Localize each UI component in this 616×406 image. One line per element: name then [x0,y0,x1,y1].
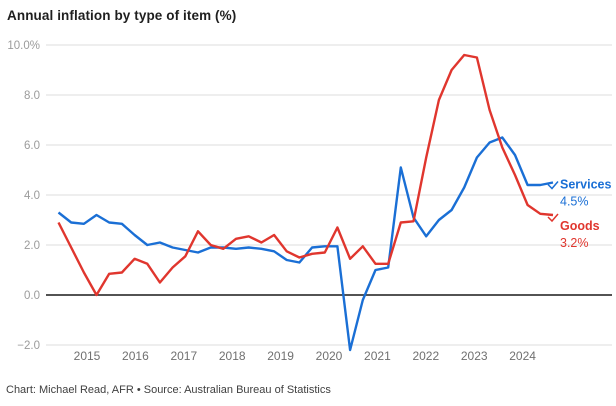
x-axis-tick-label: 2022 [412,349,439,363]
chart-caption: Chart: Michael Read, AFR • Source: Austr… [6,384,331,396]
goods-series-label: Goods [560,219,600,233]
x-axis-tick-label: 2017 [170,349,197,363]
services-label-connector [547,181,559,190]
x-axis-tick-label: 2015 [74,349,101,363]
y-axis-tick-label: −2.0 [17,340,40,352]
x-axis-tick-label: 2020 [316,349,343,363]
services-end-value-label: 4.5% [560,195,589,209]
x-axis-tick-label: 2024 [509,349,536,363]
y-axis-tick-label: 10.0% [7,40,40,52]
y-axis-tick-label: 0.0 [24,290,40,302]
goods-label-connector [547,213,559,223]
inflation-line-chart: 10.0% 8.0 6.0 4.0 2.0 0.0 −2.0 2015 2016 2017 2018… [7,40,612,363]
x-axis-tick-label: 2021 [364,349,391,363]
chart-title: Annual inflation by type of item (%) [7,8,237,23]
y-axis-tick-label: 6.0 [24,140,40,152]
goods-end-value-label: 3.2% [560,236,589,250]
goods-line [57,53,554,297]
x-axis-tick-label: 2016 [122,349,149,363]
x-axis-tick-label: 2019 [267,349,294,363]
y-axis-tick-label: 2.0 [24,240,40,252]
services-line [57,136,554,352]
x-axis-tick-label: 2023 [461,349,488,363]
x-axis-tick-label: 2018 [219,349,246,363]
y-axis-tick-label: 8.0 [24,90,40,102]
services-series-label: Services [560,178,611,192]
y-axis-tick-label: 4.0 [24,190,40,202]
